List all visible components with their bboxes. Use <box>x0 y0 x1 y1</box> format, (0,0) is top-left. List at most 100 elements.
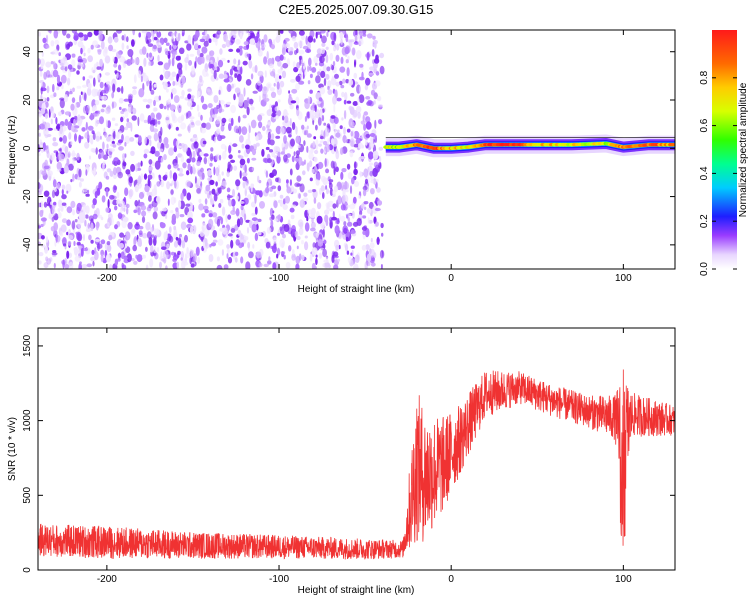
noise-speck <box>282 62 289 69</box>
noise-speck <box>257 231 262 236</box>
noise-speck <box>255 190 262 196</box>
noise-speck <box>238 45 243 50</box>
noise-speck <box>307 209 312 215</box>
noise-speck <box>170 196 176 205</box>
noise-speck <box>201 222 207 231</box>
noise-speck <box>99 116 104 125</box>
noise-speck <box>216 30 222 35</box>
noise-speck <box>189 116 195 120</box>
noise-speck <box>313 38 316 43</box>
noise-speck <box>212 107 219 115</box>
noise-speck <box>215 120 220 125</box>
noise-speck <box>124 126 128 131</box>
noise-speck <box>124 153 127 158</box>
noise-speck <box>38 170 41 180</box>
noise-speck <box>347 172 353 180</box>
noise-speck <box>153 132 159 142</box>
noise-speck <box>317 71 321 76</box>
noise-speck <box>53 201 57 206</box>
noise-speck <box>90 44 94 50</box>
noise-speck <box>161 258 165 262</box>
noise-speck <box>364 84 369 91</box>
noise-speck <box>346 214 349 219</box>
noise-speck <box>158 135 162 144</box>
noise-speck <box>203 156 208 165</box>
noise-speck <box>85 228 92 232</box>
noise-speck <box>245 144 250 150</box>
noise-speck <box>295 126 298 135</box>
noise-speck <box>272 237 277 244</box>
noise-speck <box>315 124 318 131</box>
noise-speck <box>311 262 316 269</box>
noise-speck <box>68 163 74 171</box>
noise-speck <box>342 225 349 234</box>
noise-speck <box>229 68 233 76</box>
noise-speck <box>271 244 277 254</box>
noise-speck <box>299 68 303 76</box>
noise-speck <box>318 252 323 259</box>
noise-speck <box>238 93 244 103</box>
noise-speck <box>267 138 271 145</box>
noise-speck <box>81 127 86 132</box>
noise-speck <box>157 54 160 62</box>
noise-speck <box>306 216 309 222</box>
noise-speck <box>321 114 325 122</box>
noise-speck <box>268 256 271 262</box>
noise-speck <box>207 169 212 177</box>
noise-speck <box>116 191 120 199</box>
noise-speck <box>235 208 240 217</box>
noise-speck <box>38 132 41 137</box>
noise-speck <box>216 218 221 227</box>
noise-speck <box>362 114 365 122</box>
noise-speck <box>366 51 370 61</box>
noise-speck <box>66 219 71 226</box>
noise-speck <box>101 104 107 108</box>
noise-speck <box>153 99 156 107</box>
noise-speck <box>120 116 124 123</box>
noise-speck <box>306 133 312 138</box>
noise-speck <box>66 77 71 86</box>
noise-speck <box>100 108 105 113</box>
noise-speck <box>277 68 283 74</box>
noise-speck <box>310 211 316 219</box>
noise-speck <box>259 201 265 209</box>
noise-speck <box>201 56 205 64</box>
noise-speck <box>172 172 178 182</box>
noise-speck <box>360 120 366 125</box>
noise-speck <box>291 121 296 131</box>
noise-speck <box>40 200 44 209</box>
noise-speck <box>270 71 275 77</box>
noise-speck <box>78 262 82 269</box>
noise-speck <box>177 32 181 42</box>
noise-speck <box>41 51 44 58</box>
noise-speck <box>100 249 105 257</box>
noise-speck <box>167 164 172 170</box>
noise-speck <box>370 262 376 267</box>
noise-speck <box>134 235 137 245</box>
snr-panel: -200 -100 0 100 0 500 1000 1500 Height of stra… <box>7 327 676 596</box>
noise-speck <box>156 141 161 149</box>
noise-speck <box>56 74 61 84</box>
noise-speck <box>213 193 218 202</box>
noise-speck <box>311 67 317 73</box>
noise-speck <box>324 158 327 168</box>
noise-speck <box>87 189 90 194</box>
noise-speck <box>347 55 350 61</box>
noise-speck <box>293 66 299 73</box>
noise-speck <box>317 117 322 126</box>
noise-speck <box>195 30 200 39</box>
noise-speck <box>275 177 279 183</box>
noise-speck <box>255 142 260 147</box>
noise-speck <box>62 56 68 64</box>
noise-speck <box>64 111 71 116</box>
noise-speck <box>156 31 162 38</box>
noise-speck <box>344 243 349 252</box>
noise-speck <box>339 66 346 73</box>
noise-speck <box>257 218 262 223</box>
noise-speck <box>347 256 352 264</box>
noise-speck <box>370 89 376 96</box>
noise-speck <box>188 60 193 66</box>
noise-speck <box>87 125 94 131</box>
noise-speck <box>79 178 84 182</box>
noise-speck <box>292 61 296 68</box>
